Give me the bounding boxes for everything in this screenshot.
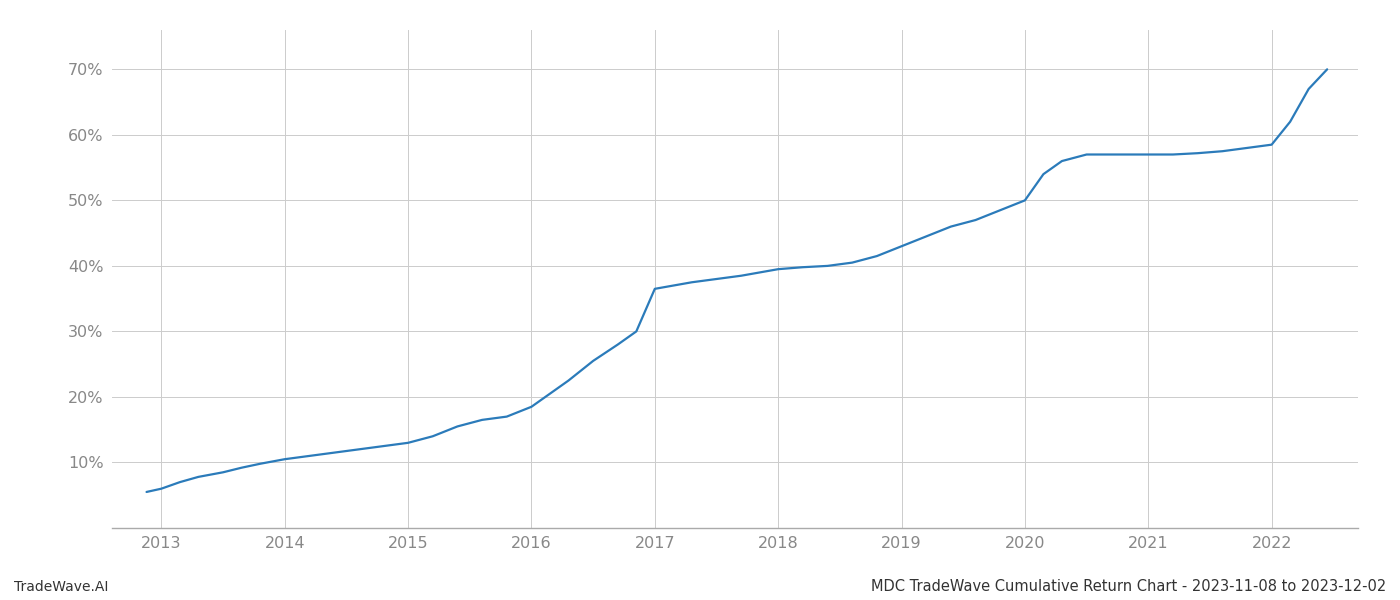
Text: MDC TradeWave Cumulative Return Chart - 2023-11-08 to 2023-12-02: MDC TradeWave Cumulative Return Chart - … xyxy=(871,579,1386,594)
Text: TradeWave.AI: TradeWave.AI xyxy=(14,580,108,594)
